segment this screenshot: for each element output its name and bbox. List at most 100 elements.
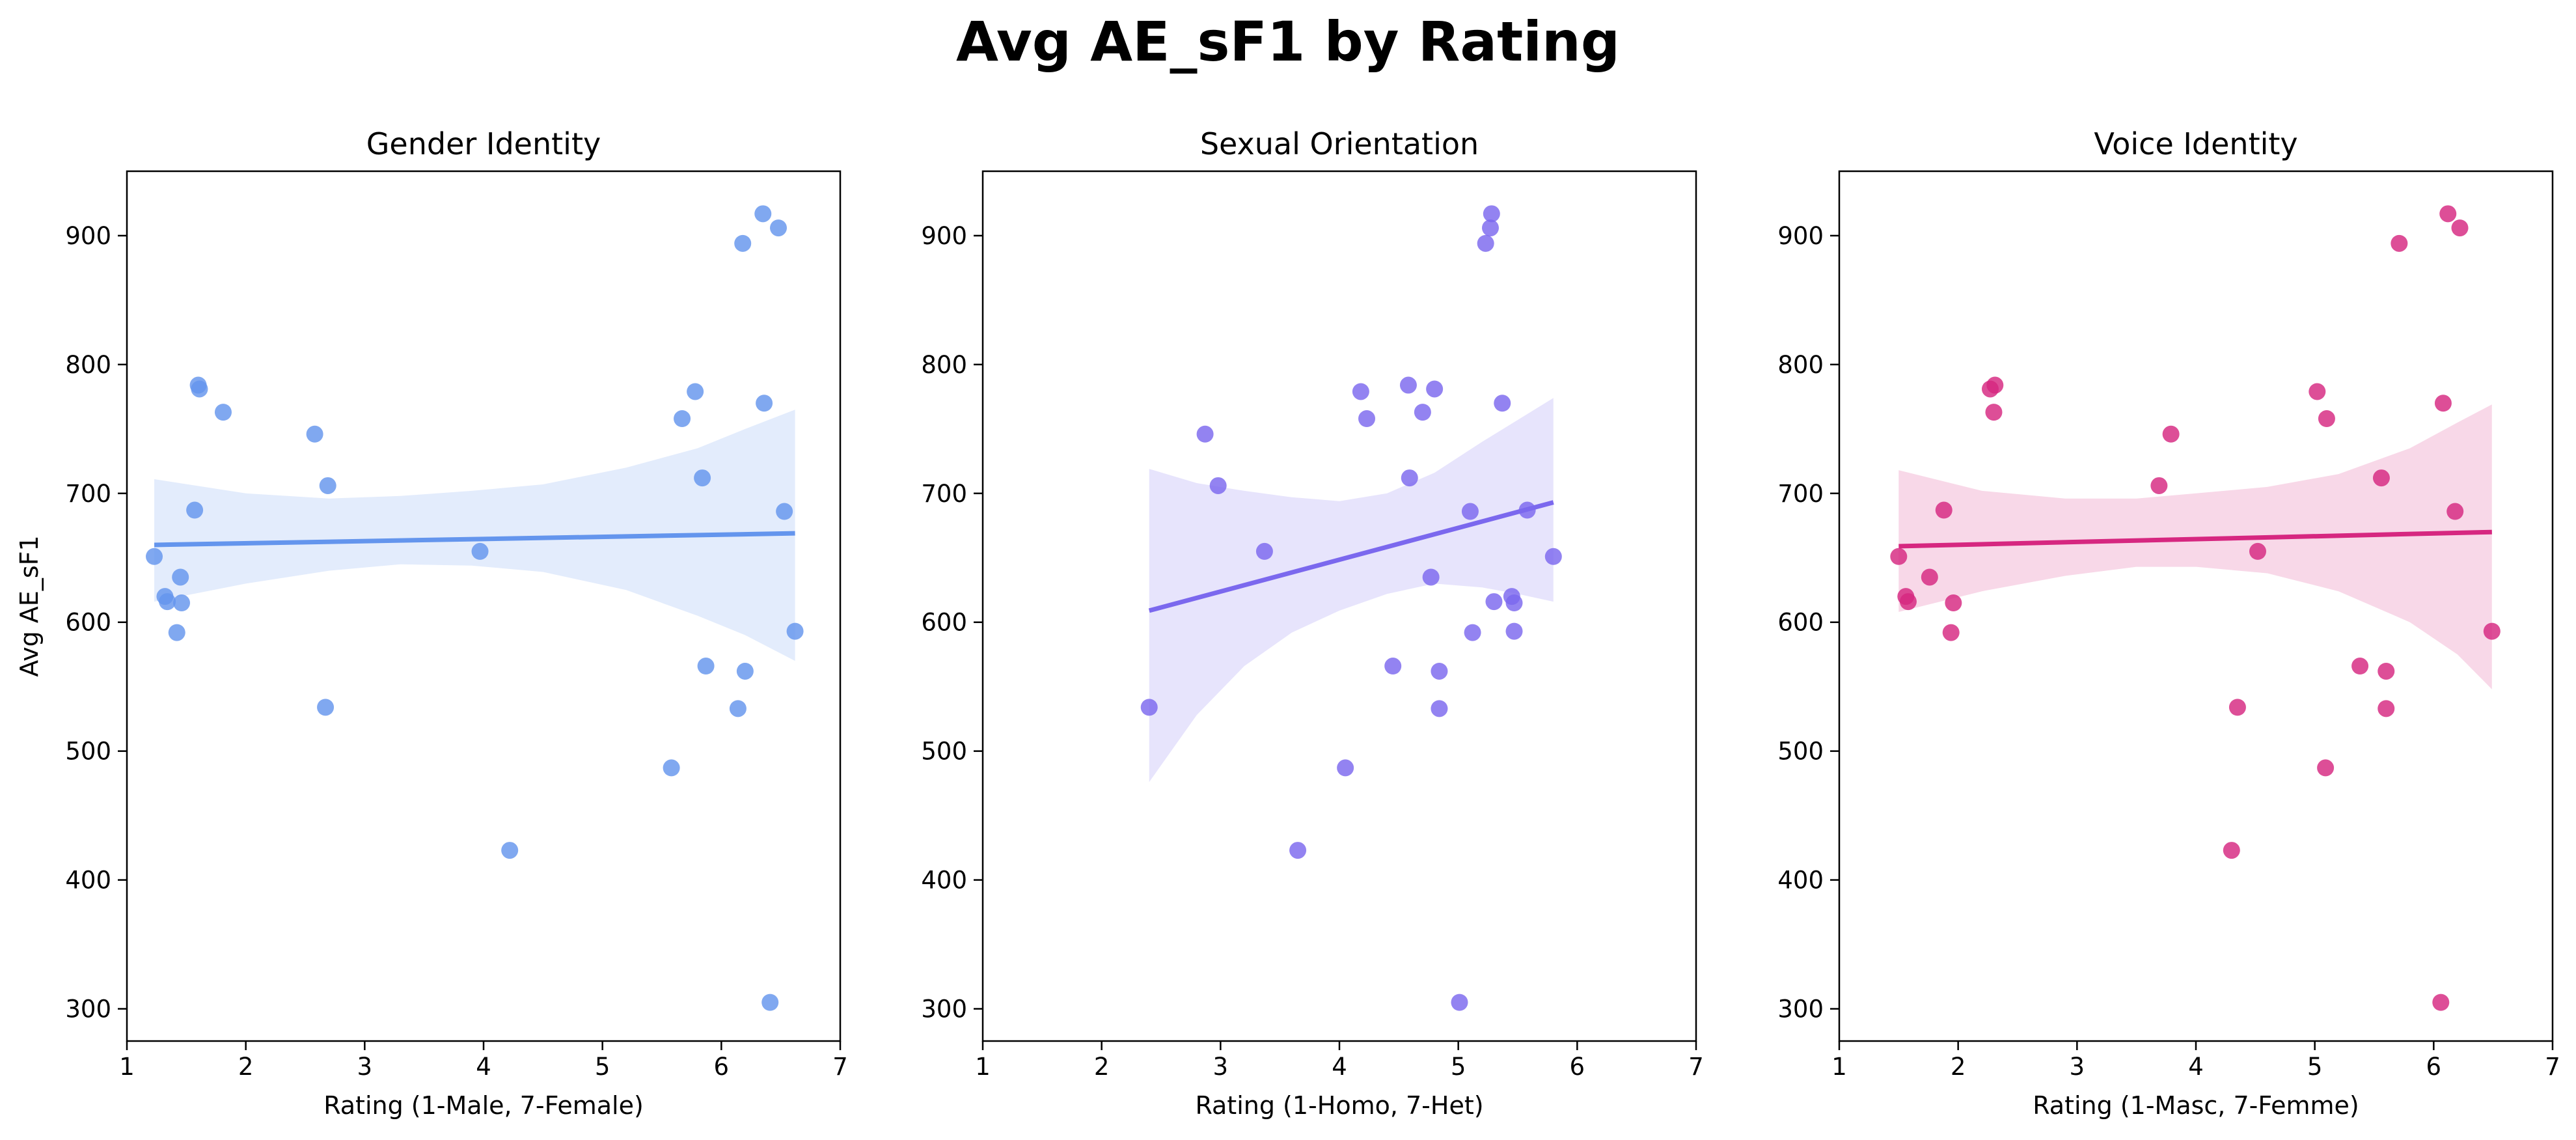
- data-point: [1399, 376, 1417, 394]
- data-point: [687, 383, 704, 400]
- data-point: [2391, 234, 2408, 252]
- data-point: [1485, 593, 1503, 611]
- x-tick-label: 1: [1831, 1053, 1847, 1081]
- data-point: [754, 205, 772, 223]
- y-tick-label: 500: [921, 738, 967, 766]
- data-point: [1352, 383, 1369, 400]
- y-tick-label: 300: [65, 995, 111, 1023]
- x-axis-label: Rating (1-Masc, 7-Femme): [2033, 1091, 2359, 1120]
- data-point: [191, 380, 208, 398]
- data-point: [1255, 542, 1273, 560]
- data-point: [1401, 469, 1418, 487]
- data-point: [1986, 376, 2004, 394]
- data-point: [1196, 425, 1214, 443]
- data-point: [2162, 425, 2180, 443]
- y-tick-label: 900: [921, 222, 967, 250]
- data-point: [761, 994, 779, 1011]
- data-point: [1209, 477, 1227, 494]
- subplot-title: Gender Identity: [366, 126, 601, 161]
- confidence-band: [1149, 398, 1554, 783]
- data-point: [1140, 699, 1158, 716]
- data-point: [1505, 622, 1523, 640]
- x-tick-label: 5: [595, 1053, 610, 1081]
- x-tick-label: 1: [119, 1053, 135, 1081]
- data-point: [1431, 700, 1448, 717]
- data-point: [2223, 842, 2240, 859]
- data-point: [756, 395, 773, 412]
- data-point: [1414, 404, 1431, 421]
- data-point: [319, 477, 336, 494]
- data-point: [2432, 994, 2450, 1011]
- y-tick-label: 500: [1777, 738, 1824, 766]
- data-point: [1358, 410, 1376, 428]
- y-tick-label: 600: [921, 609, 967, 637]
- data-point: [1384, 658, 1402, 675]
- data-point: [776, 503, 793, 520]
- data-point: [729, 700, 747, 717]
- x-tick-label: 3: [2070, 1053, 2085, 1081]
- data-point: [1289, 842, 1307, 859]
- y-tick-label: 400: [1777, 867, 1824, 895]
- data-point: [1483, 205, 1500, 223]
- data-point: [1945, 594, 1962, 612]
- x-tick-label: 3: [1213, 1053, 1229, 1081]
- y-tick-label: 800: [1777, 351, 1824, 379]
- data-point: [734, 234, 752, 252]
- data-point: [214, 404, 232, 421]
- x-axis-label: Rating (1-Homo, 7-Het): [1195, 1091, 1483, 1120]
- y-tick-label: 700: [921, 480, 967, 508]
- data-point: [1985, 404, 2003, 421]
- x-tick-label: 5: [1451, 1053, 1466, 1081]
- data-point: [1942, 624, 1960, 641]
- data-point: [2483, 622, 2501, 640]
- y-tick-label: 700: [1777, 480, 1824, 508]
- data-point: [1451, 994, 1468, 1011]
- x-tick-label: 5: [2307, 1053, 2323, 1081]
- data-point: [1477, 234, 1494, 252]
- data-point: [1505, 594, 1523, 612]
- subplot-1: 1 2 3 4 5 6 7 300 400 500 600 700 800 900 Gender Ident…: [15, 126, 848, 1120]
- data-point: [186, 501, 204, 519]
- figure-title: Avg AE_sF1 by Rating: [956, 10, 1620, 74]
- x-tick-label: 7: [832, 1053, 848, 1081]
- data-point: [317, 699, 335, 716]
- x-tick-label: 2: [1094, 1053, 1110, 1081]
- subplot-title: Sexual Orientation: [1200, 126, 1479, 161]
- data-point: [2228, 699, 2246, 716]
- y-tick-label: 700: [65, 480, 111, 508]
- data-point: [2317, 759, 2335, 777]
- regression-line: [154, 531, 795, 548]
- x-tick-label: 2: [238, 1053, 254, 1081]
- y-axis-label: Avg AE_sF1: [15, 535, 44, 676]
- data-point: [674, 410, 691, 428]
- x-tick-label: 6: [1570, 1053, 1585, 1081]
- data-point: [2377, 662, 2395, 680]
- data-point: [2377, 700, 2395, 717]
- data-point: [1461, 503, 1479, 520]
- data-point: [1337, 759, 1354, 777]
- data-point: [736, 662, 754, 680]
- data-point: [694, 469, 711, 487]
- confidence-band: [1898, 404, 2492, 689]
- data-point: [2439, 205, 2457, 223]
- data-point: [1544, 548, 1562, 565]
- x-tick-label: 6: [714, 1053, 730, 1081]
- data-point: [2446, 503, 2464, 520]
- y-tick-label: 900: [65, 222, 111, 250]
- subplot-3: 1 2 3 4 5 6 7 300 400 500 600 700 800 900 Voice Identi…: [1777, 126, 2560, 1120]
- y-tick-label: 300: [1777, 995, 1824, 1023]
- data-point: [501, 842, 519, 859]
- data-point: [2372, 469, 2390, 487]
- x-tick-label: 1: [975, 1053, 991, 1081]
- x-tick-label: 2: [1951, 1053, 1966, 1081]
- regression-line: [1148, 500, 1554, 613]
- data-point: [663, 759, 680, 777]
- data-point: [1899, 593, 1917, 611]
- data-point: [697, 658, 715, 675]
- x-tick-label: 7: [1688, 1053, 1704, 1081]
- data-point: [168, 624, 185, 641]
- regression-line: [1898, 529, 2492, 549]
- data-point: [306, 425, 323, 443]
- x-tick-label: 4: [476, 1053, 491, 1081]
